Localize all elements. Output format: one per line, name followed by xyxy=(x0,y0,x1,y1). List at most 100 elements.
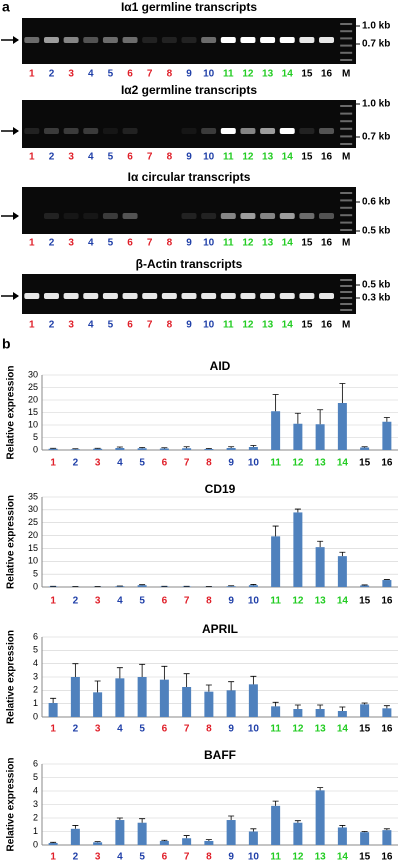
x-tick-label: 11 xyxy=(270,458,281,469)
bar xyxy=(293,822,303,845)
ladder-band xyxy=(340,206,353,209)
error-bar xyxy=(361,446,368,448)
lane-label: 9 xyxy=(186,152,192,163)
y-tick-label: 1 xyxy=(33,826,38,836)
y-tick-label: 2 xyxy=(33,685,38,695)
lane-label: 12 xyxy=(242,152,254,163)
error-bar xyxy=(339,551,346,557)
lane-label: 15 xyxy=(301,69,313,80)
error-bar xyxy=(294,820,301,823)
bar xyxy=(226,448,236,450)
error-bar xyxy=(361,831,368,833)
x-tick-label: 1 xyxy=(50,724,56,735)
error-bar xyxy=(250,445,257,447)
error-bar xyxy=(361,702,368,705)
error-bar xyxy=(161,665,168,680)
gel-band xyxy=(122,213,138,219)
bar xyxy=(182,838,192,845)
size-marker: 0.5 kb xyxy=(362,226,390,237)
error-bar xyxy=(50,841,57,843)
error-bar xyxy=(361,584,368,586)
lane-label: 14 xyxy=(282,320,294,331)
error-bar xyxy=(183,835,190,839)
error-bar xyxy=(50,447,57,449)
x-tick-label: 2 xyxy=(73,724,79,735)
error-bar xyxy=(294,508,301,513)
lane-label: 10 xyxy=(203,238,215,249)
error-bar xyxy=(339,706,346,711)
gel-band xyxy=(83,128,99,134)
gel-image xyxy=(22,100,356,148)
error-bar xyxy=(339,825,346,828)
lane-label: 6 xyxy=(127,238,133,249)
x-tick-label: 11 xyxy=(270,724,281,735)
x-tick-label: 10 xyxy=(248,458,260,469)
error-bar xyxy=(228,815,235,821)
bar xyxy=(248,684,258,717)
x-tick-label: 4 xyxy=(117,724,123,735)
y-tick-label: 10 xyxy=(28,419,38,429)
lane-label: M xyxy=(342,152,350,163)
bar xyxy=(48,586,58,587)
y-tick-label: 20 xyxy=(28,530,38,540)
bar xyxy=(48,703,58,717)
error-bar xyxy=(116,817,123,821)
arrow-head xyxy=(13,292,19,300)
bar xyxy=(115,586,125,587)
bar xyxy=(115,678,125,717)
lane-label: 8 xyxy=(167,152,173,163)
bar xyxy=(382,708,392,717)
gel-band xyxy=(279,37,295,43)
y-tick-label: 10 xyxy=(28,556,38,566)
gel-band xyxy=(63,37,79,43)
error-bar xyxy=(94,841,101,843)
gel-band xyxy=(260,128,276,134)
bar xyxy=(48,448,58,450)
size-marker: 0.3 kb xyxy=(362,293,390,304)
x-tick-label: 6 xyxy=(162,458,168,469)
lane-label: 7 xyxy=(147,320,153,331)
bar xyxy=(93,842,103,845)
ladder-band xyxy=(340,143,353,145)
gel-band xyxy=(201,293,217,299)
x-tick-label: 5 xyxy=(139,852,145,863)
bar xyxy=(226,586,236,587)
bar xyxy=(70,449,80,450)
gel-title: Iα circular transcripts xyxy=(128,170,251,184)
gel-band xyxy=(161,37,177,43)
y-tick-label: 0 xyxy=(33,581,38,591)
x-tick-label: 6 xyxy=(162,724,168,735)
bar xyxy=(315,547,325,587)
x-tick-label: 16 xyxy=(381,596,393,607)
x-tick-label: 16 xyxy=(381,724,393,735)
gel-band xyxy=(122,128,138,134)
arrow-head xyxy=(13,127,19,135)
gel-band xyxy=(181,213,197,219)
error-bar xyxy=(317,704,324,709)
y-tick-label: 0 xyxy=(33,839,38,849)
bar xyxy=(293,512,303,587)
lane-label: 4 xyxy=(88,69,94,80)
ladder-band xyxy=(340,127,353,130)
gel-band xyxy=(299,213,315,219)
ladder-band xyxy=(340,221,353,224)
ladder-band xyxy=(340,105,353,107)
lane-label: 10 xyxy=(203,69,215,80)
gel-band xyxy=(181,37,197,43)
lane-label: 1 xyxy=(29,320,35,331)
y-tick-label: 4 xyxy=(33,658,38,668)
lane-label: 4 xyxy=(88,320,94,331)
bar xyxy=(137,585,147,587)
x-tick-label: 6 xyxy=(162,852,168,863)
panel-label: b xyxy=(2,336,11,352)
bar xyxy=(159,448,169,450)
bar xyxy=(115,448,125,450)
ladder-band xyxy=(340,37,353,40)
lane-label: 3 xyxy=(68,69,74,80)
x-tick-label: 10 xyxy=(248,724,260,735)
x-tick-label: 13 xyxy=(315,724,327,735)
x-tick-label: 4 xyxy=(117,458,123,469)
lane-label: 15 xyxy=(301,238,313,249)
lane-label: 2 xyxy=(49,152,55,163)
y-tick-label: 5 xyxy=(33,569,38,579)
